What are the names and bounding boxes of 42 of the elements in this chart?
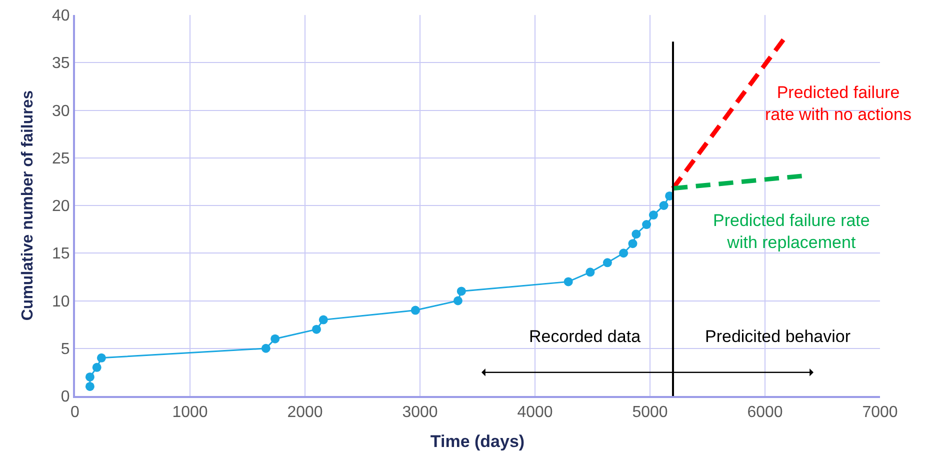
y-tick-label: 15 <box>52 246 70 263</box>
x-tick-label: 7000 <box>862 404 898 422</box>
y-tick-label: 0 <box>60 388 70 406</box>
point <box>96 353 106 362</box>
annotation: Predicited behavior <box>705 327 851 346</box>
point <box>312 324 321 334</box>
point <box>85 382 94 391</box>
y-tick-label: 25 <box>52 150 70 168</box>
point <box>648 210 658 220</box>
y-tick-label: 35 <box>52 55 70 72</box>
point <box>659 201 668 210</box>
x-tick-label: 6000 <box>747 404 783 422</box>
point <box>410 306 420 315</box>
point <box>642 220 652 230</box>
y-axis-title: Cumulative number of failures <box>19 90 36 321</box>
y-tick-label: 40 <box>52 8 70 25</box>
series-label: Predicted failure rate with no actions <box>765 83 912 124</box>
point <box>261 344 270 353</box>
series-label: Predicted failure rate with replacement <box>713 211 870 252</box>
point <box>92 362 102 372</box>
point <box>564 277 573 286</box>
x-tick-label: 1000 <box>172 404 208 422</box>
y-tick-label: 10 <box>52 293 70 310</box>
x-axis-title: Time (days) <box>430 432 525 452</box>
point <box>453 296 462 306</box>
point <box>628 239 638 248</box>
x-tick-label: 2000 <box>287 404 323 422</box>
x-tick-label: 4000 <box>517 404 553 422</box>
point <box>270 334 280 344</box>
y-tick-label: 20 <box>52 198 70 216</box>
point <box>318 315 328 324</box>
point <box>619 248 628 258</box>
point <box>456 286 466 296</box>
point <box>632 230 641 239</box>
point <box>602 258 612 268</box>
y-tick-label: 5 <box>60 340 70 358</box>
annotation: Recorded data <box>529 327 642 346</box>
y-tick-label: 30 <box>52 102 70 120</box>
point <box>586 268 595 277</box>
x-tick-label: 3000 <box>402 404 438 422</box>
point <box>85 372 94 382</box>
x-tick-label: 5000 <box>632 404 668 422</box>
